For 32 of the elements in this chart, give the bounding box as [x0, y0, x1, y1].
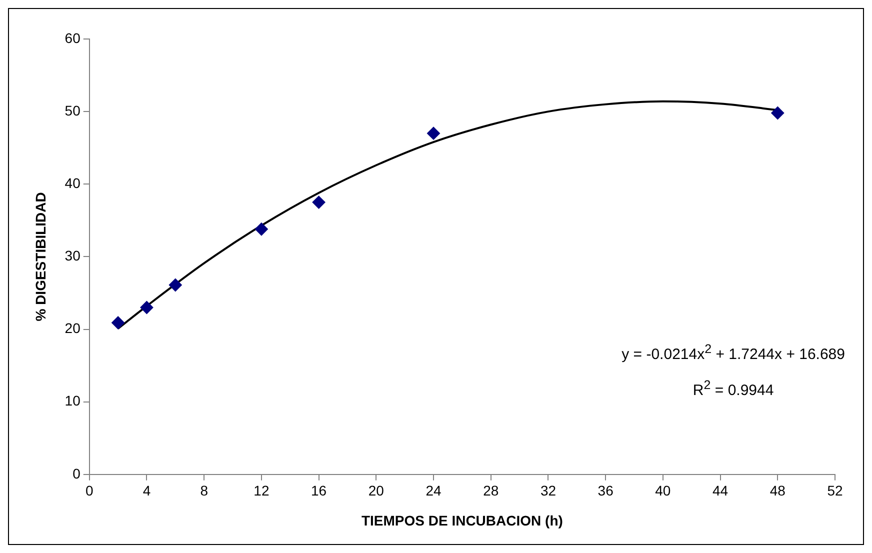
x-tick-label: 52	[827, 482, 843, 499]
y-tick-label: 30	[64, 248, 81, 264]
y-tick-label: 50	[64, 102, 81, 118]
point	[771, 106, 784, 120]
x-tick-label: 4	[142, 482, 151, 499]
point	[427, 126, 440, 140]
x-tick-label: 16	[311, 482, 327, 499]
x-tick-label: 36	[598, 482, 614, 499]
y-tick-label: 0	[72, 465, 81, 482]
annotation: y = -0.0214x$^{2}$ + 1.7244x + 16.689	[622, 341, 845, 365]
x-axis-title: TIEMPOS DE INCUBACION (h)	[361, 512, 563, 528]
y-tick-label: 10	[64, 392, 81, 409]
x-tick-label: 44	[712, 482, 728, 499]
x-tick-label: 12	[254, 482, 270, 499]
y-tick-label: 20	[64, 320, 81, 336]
point	[168, 278, 182, 292]
y-tick-label: 40	[64, 174, 81, 191]
point	[312, 196, 326, 209]
point	[140, 300, 154, 314]
x-tick-label: 28	[483, 482, 499, 499]
x-tick-label: 20	[368, 482, 384, 499]
x-tick-label: 0	[85, 482, 94, 499]
y-tick-label: 60	[64, 30, 81, 46]
y-axis-title: % DIGESTIBILIDAD	[32, 192, 48, 322]
annotation: R$^{2}$ = 0.9944	[692, 377, 775, 401]
x-tick-label: 40	[655, 482, 671, 499]
point	[112, 316, 125, 330]
x-tick-label: 48	[770, 482, 786, 499]
point	[254, 222, 268, 236]
x-tick-label: 8	[200, 482, 208, 499]
x-tick-label: 32	[540, 482, 556, 499]
x-tick-label: 24	[426, 482, 442, 499]
